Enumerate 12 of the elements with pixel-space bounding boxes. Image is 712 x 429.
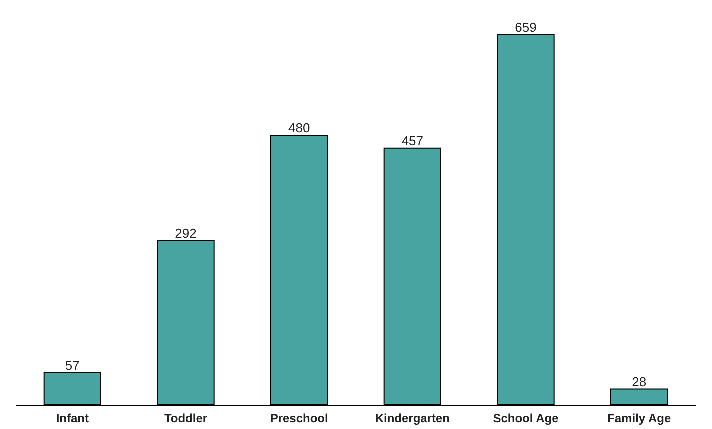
x-tick-label: Kindergarten [375, 412, 450, 426]
data-label: 659 [515, 20, 537, 35]
data-label: 28 [632, 374, 647, 390]
data-label: 292 [175, 226, 197, 242]
data-label: 57 [65, 358, 80, 373]
x-tick-label: Toddler [164, 412, 208, 426]
x-tick-label: Infant [56, 412, 90, 426]
x-tick-label: School Age [493, 412, 560, 426]
x-tick-label: Family Age [608, 412, 672, 426]
data-label: 457 [402, 133, 424, 148]
data-label: 480 [288, 120, 310, 136]
x-tick-label: Preschool [270, 412, 328, 426]
